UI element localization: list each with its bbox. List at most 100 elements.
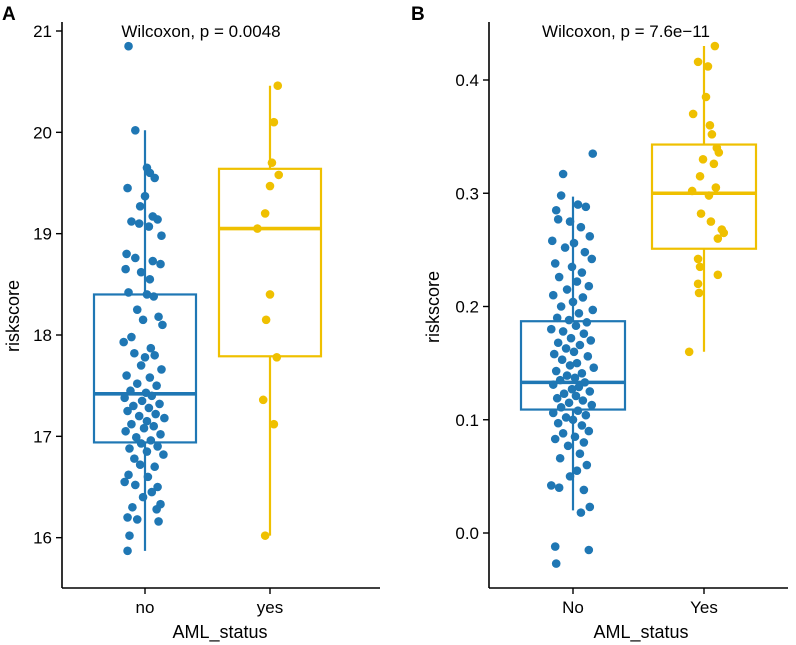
panel-b-point-no xyxy=(571,391,581,401)
panel-b-point-no xyxy=(569,347,579,357)
panel-a-point-yes xyxy=(265,181,275,191)
panel-a-point-no xyxy=(132,305,142,314)
panel-b-x-tick-label-yes: Yes xyxy=(690,598,718,617)
panel-b-point-yes xyxy=(696,209,706,218)
panel-a-y-tick-label: 19 xyxy=(33,225,52,244)
panel-b-point-no xyxy=(587,400,597,410)
panel-a-point-yes xyxy=(253,224,262,233)
panel-b-point-no xyxy=(546,324,556,334)
panel-b-point-no xyxy=(561,344,571,353)
panel-a-point-yes xyxy=(261,315,271,325)
panel-b-point-no xyxy=(556,191,566,200)
panel-b-point-no xyxy=(580,247,590,257)
panel-b-y-tick-label: 0.2 xyxy=(455,298,479,317)
panel-b-point-yes xyxy=(713,234,723,243)
panel-b-point-no xyxy=(571,321,581,331)
panel-b-point-no xyxy=(574,382,584,392)
panel-a-point-no xyxy=(128,502,137,512)
panel-a-point-yes xyxy=(274,170,284,180)
panel-a-point-no xyxy=(150,173,159,183)
panel-a-point-no xyxy=(125,444,134,453)
panel-b-point-no xyxy=(572,466,582,476)
panel-a-point-no xyxy=(119,337,128,347)
panel-b-point-no xyxy=(550,542,560,551)
panel-a-point-no xyxy=(150,462,159,472)
panel-a-point-no xyxy=(134,411,144,421)
panel-a-point-no xyxy=(123,546,132,556)
panel-a-x-tick-label-no: no xyxy=(136,598,155,617)
panel-b-point-no xyxy=(577,369,587,378)
panel-a-point-yes xyxy=(272,352,282,362)
panel-a-point-no xyxy=(149,421,159,431)
panel-a-point-no xyxy=(154,312,163,322)
panel-a-point-no xyxy=(160,413,169,423)
panel-a-point-no xyxy=(125,531,134,540)
panel-b-point-no xyxy=(547,236,557,246)
panel-a-point-no xyxy=(123,183,132,193)
panel-a-point-no xyxy=(147,487,157,497)
panel-a-point-yes xyxy=(260,209,270,218)
panel-a-point-no xyxy=(135,202,145,211)
panel-b-point-no xyxy=(577,421,587,430)
panel-b-point-yes xyxy=(684,347,694,357)
panel-a-point-yes xyxy=(265,290,275,299)
panel-b-annotation: Wilcoxon, p = 7.6e−11 xyxy=(542,22,710,41)
panel-a-y-tick-label: 20 xyxy=(33,123,52,142)
panel-b-point-yes xyxy=(693,254,703,264)
panel-a-point-no xyxy=(132,515,142,524)
panel-b-point-no xyxy=(561,413,571,422)
panel-a-point-no xyxy=(142,416,152,426)
panel-b-point-no xyxy=(588,305,598,315)
panel-a-point-no xyxy=(120,477,129,487)
panel-b-point-yes xyxy=(693,57,703,67)
panel-a-y-tick-label: 21 xyxy=(33,22,52,41)
panel-b-point-no xyxy=(555,453,565,463)
panel-b-point-no xyxy=(576,222,586,232)
panel-b-point-no xyxy=(551,559,561,568)
panel-b-point-no xyxy=(567,262,577,272)
panel-b-point-no xyxy=(546,481,556,490)
panel-a-point-no xyxy=(142,447,152,456)
panel-a-point-no xyxy=(131,253,140,263)
panel-a-point-no xyxy=(122,371,131,380)
panel-b-point-yes xyxy=(706,217,716,226)
panel-b-point-no xyxy=(562,285,572,294)
panel-b-point-no xyxy=(579,485,589,495)
panel-a-point-no xyxy=(146,436,156,445)
panel-b-point-no xyxy=(555,375,565,385)
panel-a-point-yes xyxy=(269,419,279,429)
panel-b-point-no xyxy=(584,426,594,436)
panel-a-point-no xyxy=(139,423,149,433)
panel-b-point-no xyxy=(583,352,593,361)
panel-b-point-no xyxy=(574,308,584,318)
panel-b-point-no xyxy=(577,268,587,277)
panel-a-point-no xyxy=(144,403,154,413)
panel-a-xlabel: AML_status xyxy=(172,622,267,643)
panel-a-point-no xyxy=(159,450,168,459)
panel-a-point-no xyxy=(151,409,160,419)
panel-b-point-no xyxy=(580,378,590,387)
panel-b-y-tick-label: 0.1 xyxy=(455,411,479,430)
panel-b-y-tick-label: 0.3 xyxy=(455,184,479,203)
panel-b-point-no xyxy=(578,396,588,405)
panel-b-point-no xyxy=(548,290,558,300)
panel-a-point-no xyxy=(157,365,166,374)
panel-b-point-no xyxy=(585,231,595,241)
panel-a-point-no xyxy=(130,348,139,358)
panel-b-point-yes xyxy=(713,270,723,280)
panel-b-point-no xyxy=(582,318,592,327)
panel-a-point-no xyxy=(134,219,144,228)
panel-a-point-no xyxy=(135,460,145,470)
panel-a-point-no xyxy=(124,41,133,51)
panel-b-point-no xyxy=(553,338,563,348)
panel-b-point-yes xyxy=(687,186,697,196)
panel-b-point-no xyxy=(579,438,589,447)
panel-b-point-no xyxy=(566,333,576,343)
panel-b-point-no xyxy=(557,355,567,365)
panel-b-point-no xyxy=(567,384,577,394)
panel-b-point-no xyxy=(565,472,575,481)
panel-a-point-no xyxy=(144,222,154,231)
panel-b-point-no xyxy=(584,545,594,555)
panel-a-y-tick-label: 16 xyxy=(33,529,52,548)
